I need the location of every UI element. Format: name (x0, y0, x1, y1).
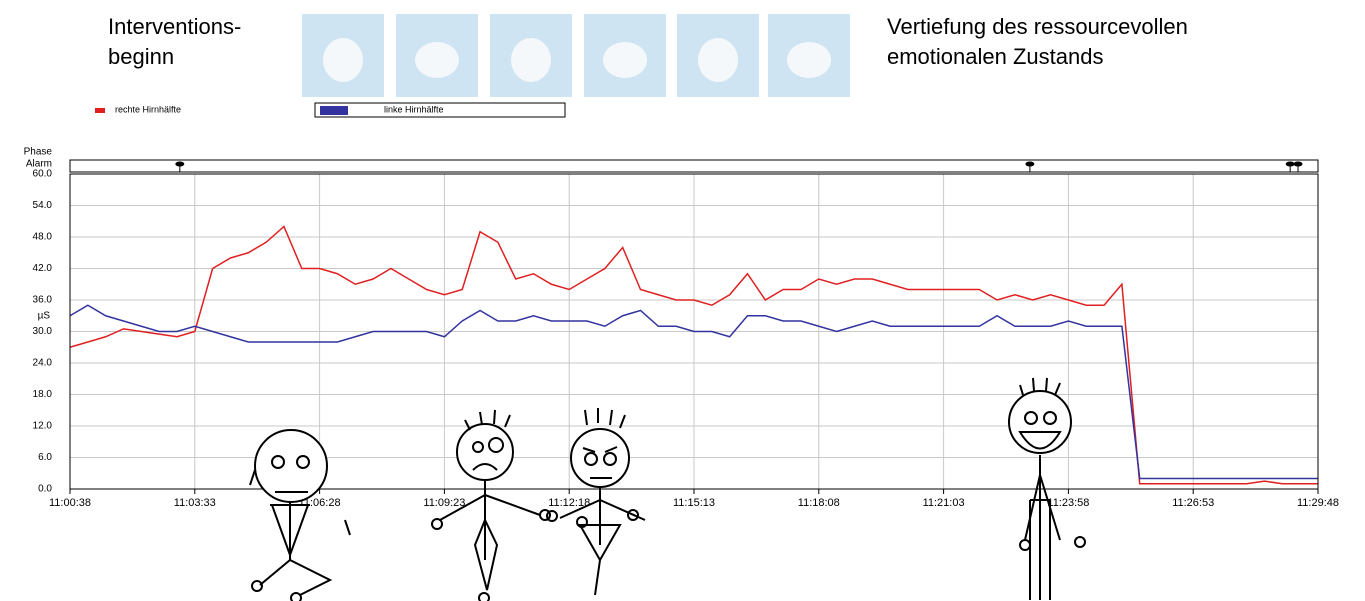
x-tick-label: 11:18:08 (798, 497, 840, 509)
y-tick-label: 30.0 (33, 326, 53, 337)
y-tick-label: 60.0 (33, 169, 53, 180)
x-tick-label: 11:26:53 (1172, 497, 1214, 509)
y-tick-label: 6.0 (38, 452, 52, 463)
y-tick-label: 48.0 (33, 232, 53, 243)
y-tick-label: 12.0 (33, 421, 53, 432)
header-left: beginn (108, 44, 174, 69)
header-right: Vertiefung des ressourcevollen (887, 14, 1188, 39)
chart: Interventions- beginn Vertiefung des res… (0, 0, 1365, 601)
x-tick-label: 11:03:33 (174, 497, 216, 509)
legend-swatch (320, 106, 348, 115)
y-tick-label: 36.0 (33, 295, 53, 306)
x-tick-label: 11:23:58 (1047, 497, 1089, 509)
alarm-marker (176, 162, 184, 172)
alarm-strip (70, 160, 1318, 172)
y-tick-label: 54.0 (33, 200, 53, 211)
x-tick-label: 11:09:23 (423, 497, 465, 509)
strip-label: Phase (24, 147, 53, 158)
legend-label: rechte Hirnhälfte (115, 104, 181, 114)
y-tick-label: 42.0 (33, 263, 53, 274)
legend-swatch (95, 108, 105, 113)
x-tick-label: 11:00:38 (49, 497, 91, 509)
alarm-marker (1286, 162, 1294, 172)
y-tick-label: 0.0 (38, 484, 52, 495)
alarm-marker (1026, 162, 1034, 172)
alarm-marker (1294, 162, 1302, 172)
x-tick-label: 11:29:48 (1297, 497, 1339, 509)
header-left: Interventions- (108, 14, 241, 39)
x-tick-label: 11:15:13 (673, 497, 715, 509)
legend-label: linke Hirnhälfte (384, 104, 444, 114)
y-unit: µS (38, 311, 51, 322)
x-tick-label: 11:21:03 (923, 497, 965, 509)
thumbnails (302, 14, 850, 97)
plot: 0.0 6.0 12.0 18.0 24.0 30.0 36.0 42.0 48.0 54.0 60… (33, 162, 1339, 509)
y-tick-label: 24.0 (33, 358, 53, 369)
y-tick-label: 18.0 (33, 389, 53, 400)
header-right: emotionalen Zustands (887, 44, 1103, 69)
